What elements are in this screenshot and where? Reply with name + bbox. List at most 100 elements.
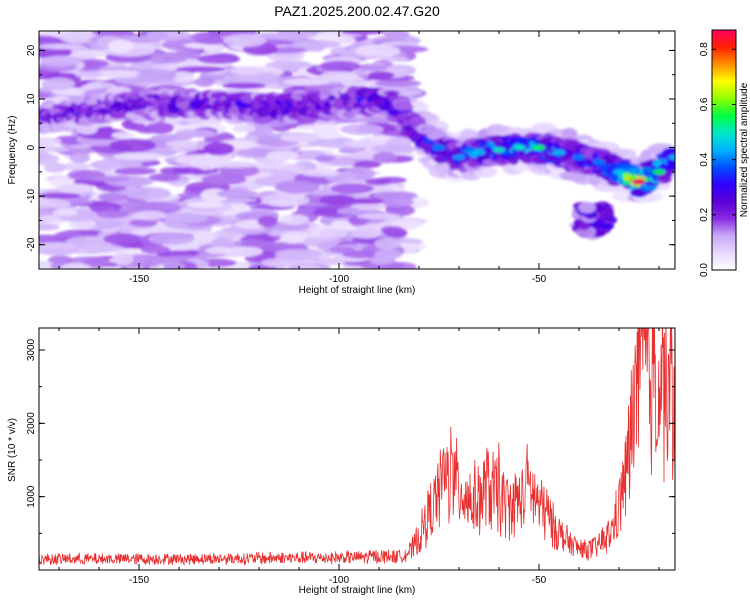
noise-blob bbox=[368, 255, 396, 265]
ridge-peak bbox=[512, 144, 526, 151]
ridge-peak bbox=[572, 154, 586, 161]
noise-blob bbox=[341, 31, 387, 35]
colorbar-tick-label: 0.6 bbox=[699, 97, 710, 111]
noise-blob bbox=[274, 180, 321, 194]
colorbar-label: Normalized spectral amplitude bbox=[739, 82, 750, 217]
noise-blob bbox=[319, 71, 359, 82]
noise-blob bbox=[350, 227, 383, 239]
snr-y-tick-label: 2000 bbox=[26, 412, 37, 435]
noise-blob bbox=[145, 122, 175, 134]
noise-blob bbox=[165, 140, 199, 148]
spectrogram-panel: -150 -100 -50 20 10 0 -10 -20 Height of straig… bbox=[7, 30, 676, 296]
noise-blob bbox=[41, 77, 76, 91]
noise-blob bbox=[107, 39, 134, 53]
noise-blob bbox=[280, 231, 306, 244]
noise-blob bbox=[103, 233, 141, 245]
colorbar-tick-label: 0.4 bbox=[699, 152, 710, 166]
spectrogram-y-axis-label: Frequency (Hz) bbox=[7, 116, 18, 185]
noise-blob bbox=[343, 140, 391, 147]
noise-blob bbox=[340, 123, 384, 135]
snr-frame bbox=[38, 327, 676, 571]
noise-blob bbox=[176, 66, 226, 73]
noise-blob bbox=[459, 128, 478, 141]
noise-blob bbox=[279, 214, 310, 225]
noise-blob bbox=[201, 173, 247, 185]
ridge-peak bbox=[612, 169, 626, 175]
ridge-peak bbox=[668, 154, 675, 161]
noise-blob bbox=[374, 237, 401, 250]
noise-blob bbox=[240, 240, 278, 248]
noise-blob bbox=[330, 183, 375, 194]
noise-blob bbox=[269, 199, 298, 207]
noise-blob bbox=[301, 169, 340, 177]
noise-blob bbox=[257, 215, 278, 227]
noise-blob bbox=[60, 262, 92, 269]
snr-x-tick-label: -150 bbox=[129, 575, 149, 586]
noise-blob bbox=[221, 245, 264, 258]
secondary-blob bbox=[578, 201, 596, 214]
noise-blob bbox=[39, 243, 78, 250]
noise-blob bbox=[356, 213, 401, 220]
noise-blob bbox=[174, 154, 222, 166]
noise-blob bbox=[112, 153, 164, 160]
noise-blob bbox=[319, 228, 348, 239]
colorbar-tick-label: 0.2 bbox=[699, 207, 710, 221]
noise-blob bbox=[52, 208, 78, 217]
noise-blob bbox=[358, 64, 388, 72]
secondary-blob bbox=[578, 223, 590, 231]
spectrogram-frame bbox=[38, 30, 676, 270]
noise-blob bbox=[350, 203, 388, 211]
ridge-peak bbox=[652, 169, 666, 175]
snr-panel: -150 -100 -50 1000 2000 3000 Height of strai… bbox=[7, 327, 676, 596]
noise-blob bbox=[140, 245, 171, 254]
noise-blob bbox=[39, 223, 60, 231]
noise-blob bbox=[561, 127, 578, 142]
noise-blob bbox=[112, 252, 134, 266]
snr-y-tick-label: 3000 bbox=[26, 338, 37, 361]
noise-blob bbox=[114, 167, 157, 175]
colorbar: 0.0 0.2 0.4 0.6 0.8 Normalized spectral ampl… bbox=[699, 29, 750, 277]
noise-blob bbox=[254, 161, 288, 170]
noise-blob bbox=[111, 131, 136, 139]
snr-y-axis-label: SNR (10 * v/v) bbox=[7, 418, 18, 482]
noise-blob bbox=[162, 212, 208, 224]
noise-blob bbox=[232, 124, 256, 133]
spectrogram-x-tick-label: -150 bbox=[129, 274, 149, 285]
noise-blob bbox=[374, 79, 422, 87]
noise-blob bbox=[211, 161, 259, 169]
snr-y-tick-label: 1000 bbox=[26, 485, 37, 508]
snr-x-tick-label: -50 bbox=[532, 575, 547, 586]
noise-blob bbox=[279, 133, 322, 143]
ridge-peak bbox=[492, 147, 506, 153]
noise-blob bbox=[136, 70, 177, 82]
noise-blob bbox=[39, 55, 82, 67]
noise-blob bbox=[39, 192, 81, 199]
noise-blob bbox=[370, 144, 418, 153]
noise-blob bbox=[55, 145, 100, 155]
ridge-blob bbox=[664, 168, 675, 175]
noise-blob bbox=[342, 250, 386, 259]
noise-blob bbox=[203, 46, 225, 54]
ridge-peak bbox=[472, 149, 486, 156]
spectrogram-x-tick-label: -100 bbox=[329, 274, 349, 285]
noise-blob bbox=[266, 150, 299, 161]
noise-blob bbox=[39, 137, 62, 146]
noise-blob bbox=[312, 32, 342, 41]
noise-blob bbox=[39, 146, 70, 153]
noise-blob bbox=[367, 71, 395, 80]
spectrogram-y-ticks: 20 10 0 -10 -20 bbox=[26, 44, 675, 270]
spectrogram-y-tick-label: 10 bbox=[26, 93, 37, 105]
noise-blob bbox=[39, 43, 86, 50]
spectrogram-heat-layer bbox=[39, 31, 675, 269]
spectrogram-y-tick-label: 20 bbox=[26, 44, 37, 56]
noise-blob bbox=[296, 124, 343, 131]
noise-blob bbox=[130, 62, 154, 70]
noise-blob bbox=[359, 260, 405, 269]
noise-blob bbox=[305, 42, 326, 52]
noise-blob bbox=[260, 258, 301, 268]
snr-x-tick-label: -100 bbox=[329, 575, 349, 586]
noise-blob bbox=[94, 210, 130, 219]
snr-background bbox=[39, 328, 675, 570]
spectrogram-y-tick-label: 0 bbox=[26, 144, 37, 150]
noise-blob bbox=[172, 167, 203, 175]
